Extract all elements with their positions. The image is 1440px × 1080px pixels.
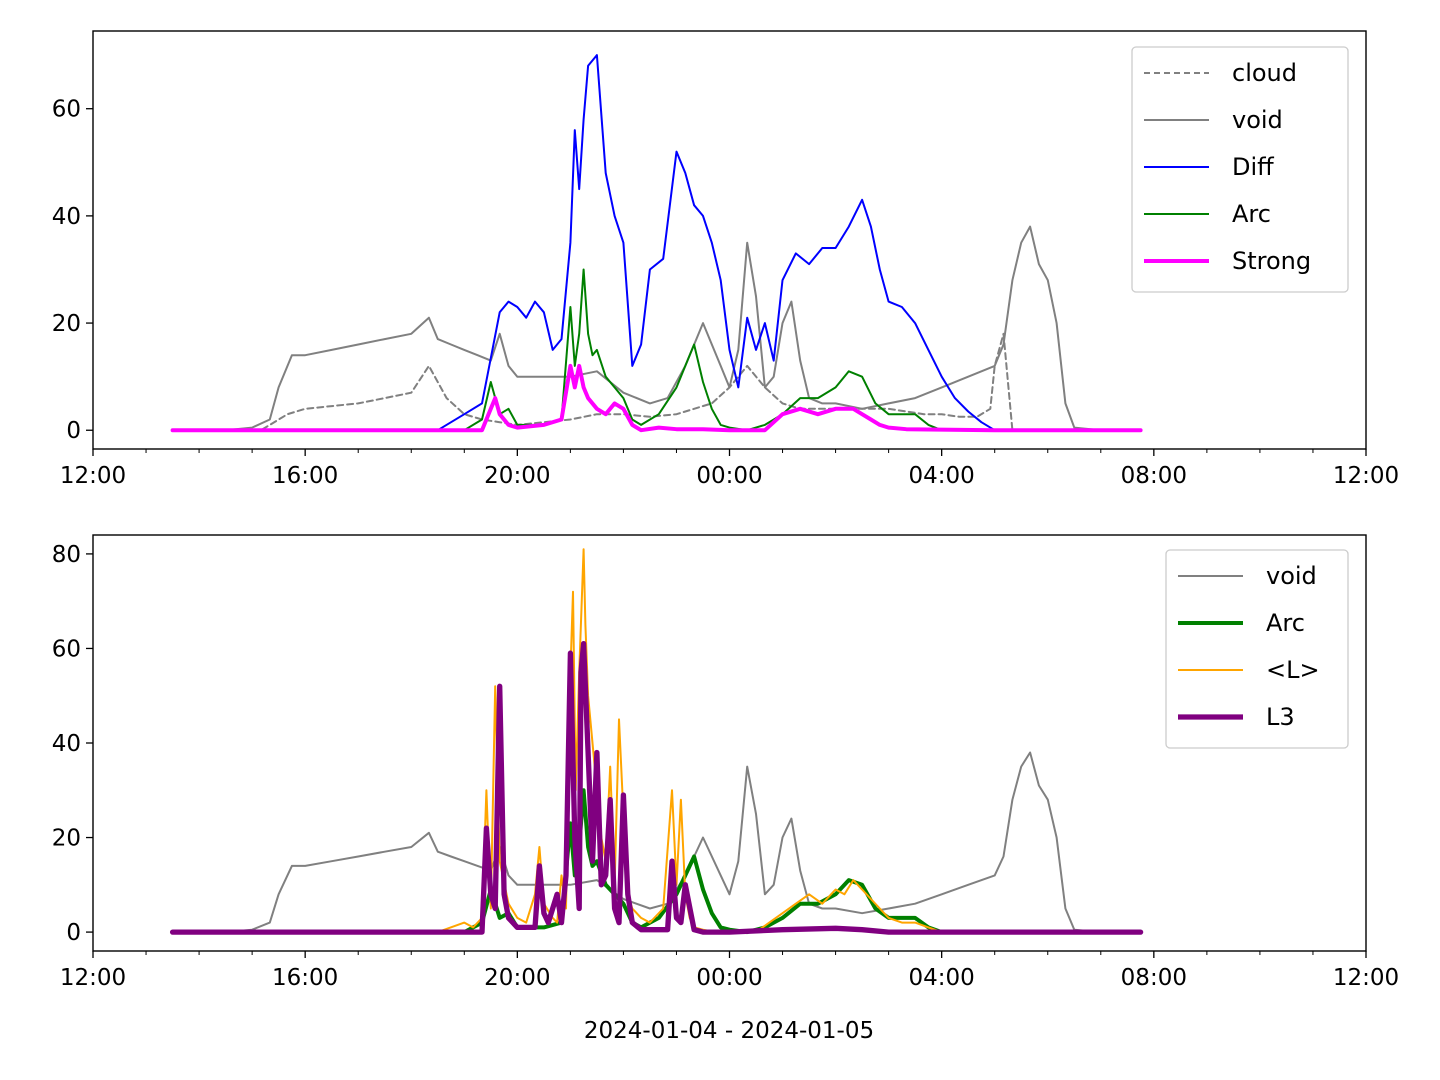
bottom-chart-panel: 0 20 40 60 80 12:00 16:00 20:00 00:00 04:00 08:00… [52, 534, 1399, 991]
legend-label: cloud [1232, 59, 1297, 87]
y-tick-label: 40 [52, 731, 81, 757]
series-line-void [171, 751, 1142, 934]
legend-label: L3 [1266, 703, 1295, 731]
legend-label: Diff [1232, 153, 1274, 181]
top-chart-legend: cloud void Diff Arc Strong [1131, 46, 1349, 293]
x-tick-label: 12:00 [60, 463, 126, 489]
legend-box [1165, 549, 1349, 749]
x-tick-label: 20:00 [484, 463, 550, 489]
legend-label: Arc [1232, 200, 1271, 228]
x-tick-label: 00:00 [696, 965, 762, 991]
y-tick-label: 20 [52, 311, 81, 337]
top-chart-x-axis: 12:00 16:00 20:00 00:00 04:00 08:00 12:00 [60, 449, 1399, 489]
y-tick-label: 0 [66, 920, 81, 946]
x-tick-label: 04:00 [909, 463, 975, 489]
legend-box [1131, 46, 1349, 293]
legend-label: void [1266, 562, 1317, 590]
series-line-arc [170, 788, 944, 935]
series-line-strong [170, 363, 1143, 433]
bottom-chart-legend: void Arc <L> L3 [1165, 549, 1349, 749]
top-chart-y-axis: 0 20 40 60 [52, 97, 93, 444]
y-tick-label: 60 [52, 97, 81, 123]
series-line-cloud [171, 332, 1142, 432]
x-tick-label: 12:00 [1333, 965, 1399, 991]
x-axis-label: 2024-01-04 - 2024-01-05 [584, 1018, 874, 1044]
legend-label: void [1232, 106, 1283, 134]
x-tick-label: 20:00 [484, 965, 550, 991]
legend-label: Arc [1266, 609, 1305, 637]
x-tick-label: 12:00 [60, 965, 126, 991]
bottom-chart-x-axis: 12:00 16:00 20:00 00:00 04:00 08:00 12:00 [60, 951, 1399, 991]
x-tick-label: 16:00 [272, 965, 338, 991]
y-tick-label: 60 [52, 636, 81, 662]
bottom-chart-y-axis: 0 20 40 60 80 [52, 542, 93, 946]
y-tick-label: 40 [52, 204, 81, 230]
x-tick-label: 08:00 [1121, 965, 1187, 991]
bottom-chart-series [169, 548, 1144, 935]
series-line-void [171, 225, 1142, 432]
x-tick-label: 00:00 [696, 463, 762, 489]
top-chart-series [170, 54, 1143, 433]
legend-label: <L> [1266, 656, 1320, 684]
x-tick-label: 16:00 [272, 463, 338, 489]
x-tick-label: 08:00 [1121, 463, 1187, 489]
series-line-l [171, 548, 943, 934]
y-tick-label: 20 [52, 826, 81, 852]
legend-label: Strong [1232, 247, 1311, 275]
y-tick-label: 80 [52, 542, 81, 568]
x-tick-label: 04:00 [909, 965, 975, 991]
series-line-l3 [169, 641, 1144, 935]
y-tick-label: 0 [66, 418, 81, 444]
series-line-diff [171, 54, 996, 432]
x-tick-label: 12:00 [1333, 463, 1399, 489]
